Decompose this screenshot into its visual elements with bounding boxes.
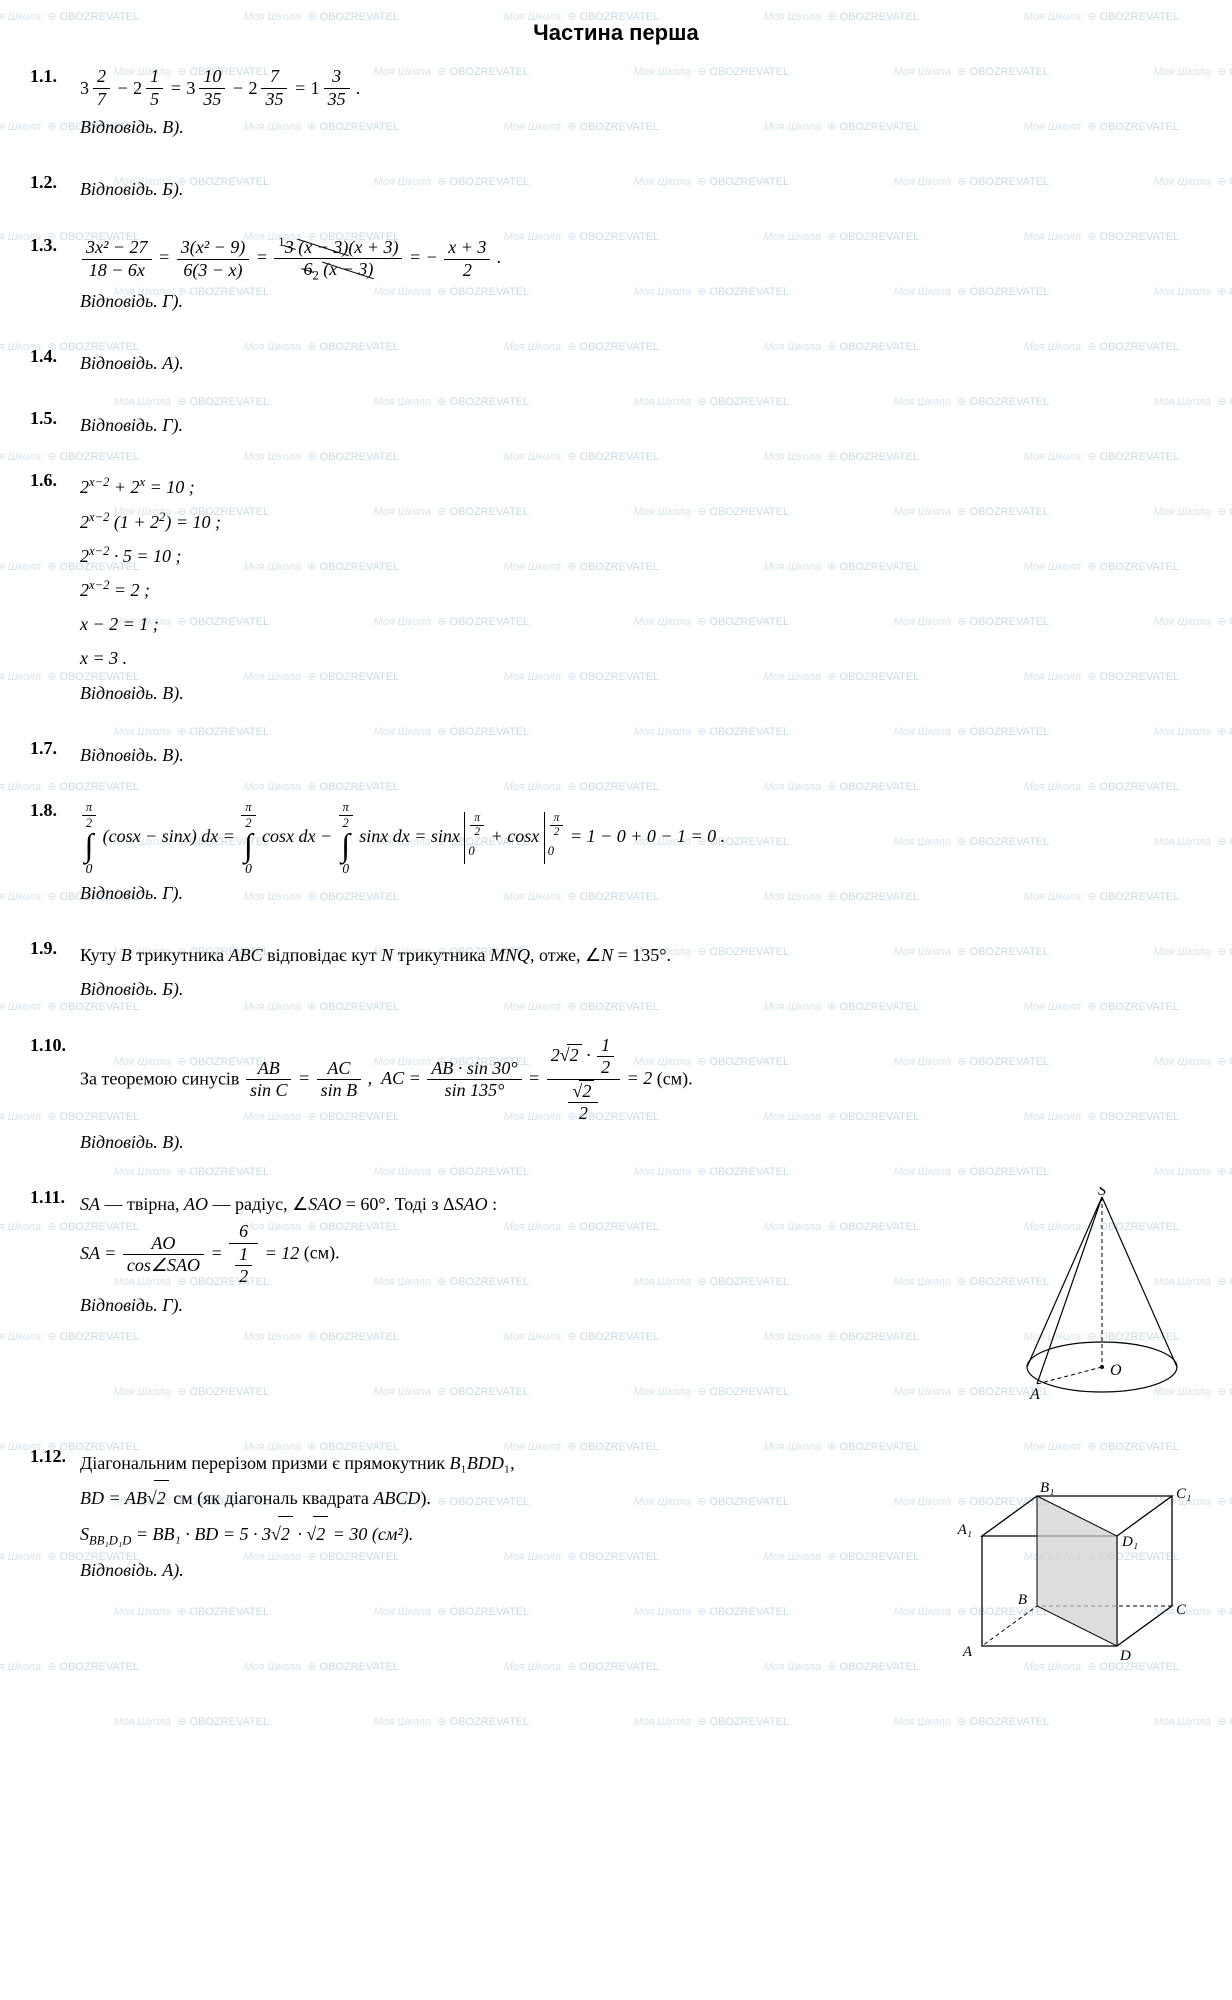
svg-text:B₁: B₁ [1040,1480,1054,1496]
equation: SA = AOcos∠SAO = 612 = 12 [80,1243,304,1263]
problem-number: 1.11. [30,1187,80,1208]
svg-text:B: B [1018,1592,1027,1608]
problem-number: 1.1. [30,66,80,87]
answer: Відповідь. А). [80,353,184,373]
answer: Відповідь. Г). [80,1295,183,1315]
problem-1-12: 1.12. Діагональним перерізом призми є пр… [30,1446,1202,1677]
answer: Відповідь. Г). [80,415,183,435]
prism-figure: A₁ B₁ C₁ D₁ A B C D [942,1446,1202,1677]
svg-text:D: D [1119,1648,1131,1664]
problem-number: 1.3. [30,235,80,256]
problem-number: 1.2. [30,172,80,193]
problem-1-2: 1.2. Відповідь. Б). [30,172,1202,206]
cone-figure: S A O [1002,1187,1202,1418]
answer: Відповідь. В). [80,745,184,765]
problem-number: 1.4. [30,346,80,367]
equation: BD = AB2 [80,1488,169,1508]
equation: 3x² − 2718 − 6x = 3(x² − 9)6(3 − x) = 13… [80,247,501,267]
equation: π2∫0 (cosx − sinx) dx = π2∫0 cosx dx − π… [80,826,725,846]
problem-1-3: 1.3. 3x² − 2718 − 6x = 3(x² − 9)6(3 − x)… [30,235,1202,318]
problem-1-8: 1.8. π2∫0 (cosx − sinx) dx = π2∫0 cosx d… [30,800,1202,910]
svg-text:A: A [1029,1386,1040,1403]
eq-line: 2x−2 · 5 = 10 ; [80,539,1202,573]
problem-number: 1.12. [30,1446,80,1467]
problem-1-7: 1.7. Відповідь. В). [30,738,1202,772]
problem-number: 1.8. [30,800,80,821]
svg-text:C: C [1176,1602,1187,1618]
eq-line: 2x−2 + 2x = 10 ; [80,470,1202,504]
svg-text:S: S [1098,1187,1106,1199]
eq-line: 2x−2 = 2 ; [80,573,1202,607]
problem-1-5: 1.5. Відповідь. Г). [30,408,1202,442]
problem-number: 1.5. [30,408,80,429]
problem-text: За теоремою синусів [80,1068,244,1088]
problem-1-6: 1.6. 2x−2 + 2x = 10 ; 2x−2 (1 + 22) = 10… [30,470,1202,709]
answer: Відповідь. А). [80,1560,184,1580]
problem-1-1: 1.1. 327 − 215 = 31035 − 2735 = 1335 . В… [30,66,1202,144]
problem-1-9: 1.9. Куту B трикутника ABC відповідає ку… [30,938,1202,1006]
problem-1-4: 1.4. Відповідь. А). [30,346,1202,380]
text: см (як діагональ квадрата ABCD). [173,1488,431,1508]
answer: Відповідь. В). [80,1132,184,1152]
unit: (см). [304,1243,340,1263]
equation: SBB₁D₁D = BB₁ · BD = 5 · 32 · 2 = 30 (см… [80,1524,413,1544]
problem-text: Діагональним перерізом призми є прямокут… [80,1453,515,1473]
eq-line: 2x−2 (1 + 22) = 10 ; [80,505,1202,539]
answer: Відповідь. В). [80,683,184,703]
problem-1-11: 1.11. SA — твірна, AO — радіус, ∠SAO = 6… [30,1187,1202,1418]
answer: Відповідь. Б). [80,979,183,999]
answer: Відповідь. Г). [80,883,183,903]
problem-number: 1.9. [30,938,80,959]
svg-text:A₁: A₁ [957,1522,972,1538]
page-title: Частина перша [30,20,1202,46]
answer: Відповідь. Б). [80,179,183,199]
svg-text:D₁: D₁ [1121,1534,1138,1550]
eq-line: x − 2 = 1 ; [80,607,1202,641]
problem-1-10: 1.10. За теоремою синусів ABsin C = ACsi… [30,1035,1202,1160]
equation: ABsin C = ACsin B , AC = AB · sin 30°sin… [244,1068,657,1088]
problem-number: 1.10. [30,1035,80,1056]
problem-number: 1.7. [30,738,80,759]
problem-text: SA — твірна, AO — радіус, ∠SAO = 60°. То… [80,1194,497,1214]
svg-text:A: A [962,1644,973,1660]
svg-text:O: O [1110,1362,1122,1379]
answer: Відповідь. В). [80,117,184,137]
problem-number: 1.6. [30,470,80,491]
problem-text: Куту B трикутника ABC відповідає кут N т… [80,945,671,965]
answer: Відповідь. Г). [80,291,183,311]
eq-line: x = 3 . [80,641,1202,675]
unit: (см). [657,1068,693,1088]
equation: 327 − 215 = 31035 − 2735 = 1335 . [80,78,361,98]
svg-text:C₁: C₁ [1176,1486,1191,1502]
